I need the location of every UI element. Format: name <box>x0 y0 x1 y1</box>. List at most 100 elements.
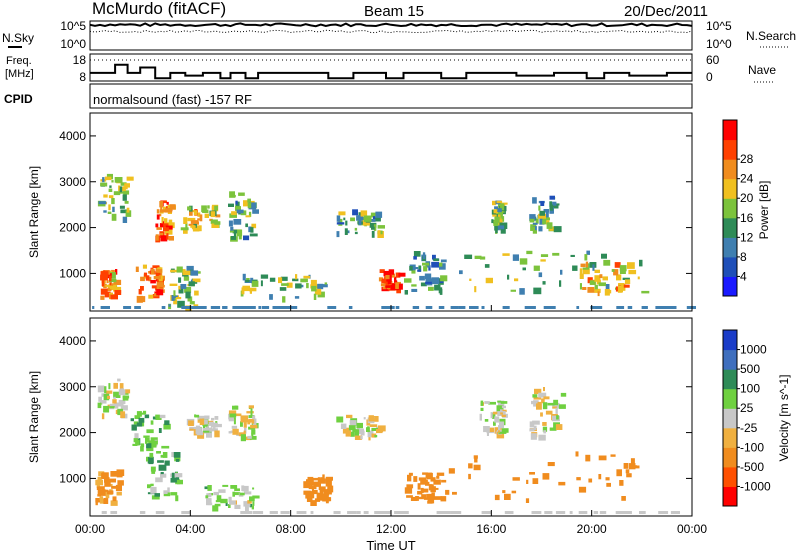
range-gate-cell <box>385 275 390 280</box>
range-gate-cell <box>163 490 168 494</box>
range-gate-cell <box>106 173 113 180</box>
range-gate-cell <box>575 451 579 457</box>
power-colorbar: 4 8 12 16 20 24 28 <box>722 119 754 297</box>
colorbar-tick-label: 16 <box>740 211 754 225</box>
range-gate-cell <box>107 395 110 399</box>
range-gate-cell <box>228 410 237 415</box>
range-gate-cell <box>156 269 163 273</box>
range-gate-cell <box>413 251 421 257</box>
range-gate-cell <box>418 496 424 500</box>
range-gate-cell <box>269 294 273 300</box>
range-gate-cell <box>144 414 150 419</box>
range-gate-cell <box>228 203 234 207</box>
range-gate-cell <box>251 429 256 435</box>
range-gate-cell <box>157 460 164 463</box>
range-gate-cell <box>616 469 622 477</box>
range-gate-cell <box>156 289 164 296</box>
near-range-cell <box>395 306 400 309</box>
range-gate-cell <box>230 226 234 231</box>
range-gate-cell <box>222 484 229 487</box>
frequency-label-line2: [MHz] <box>5 68 34 80</box>
range-gate-cell <box>140 276 145 282</box>
range-gate-cell <box>113 382 118 389</box>
range-gate-cell <box>238 192 245 196</box>
range-gate-cell <box>626 473 632 478</box>
range-gate-cell <box>468 473 471 480</box>
range-gate-cell <box>243 235 250 241</box>
range-gate-cell <box>469 278 472 281</box>
range-gate-cell <box>165 225 173 230</box>
near-range-cell <box>672 306 677 309</box>
range-gate-cell <box>101 489 106 492</box>
range-gate-cell <box>494 416 500 423</box>
near-range-cell <box>677 511 680 514</box>
range-gate-cell <box>130 418 134 422</box>
range-gate-cell <box>146 429 154 434</box>
range-gate-cell <box>479 256 486 260</box>
x-axis-ticks: 00:00 04:00 08:00 12:00 16:00 20:00 00:00 <box>75 305 707 536</box>
range-gate-cell <box>325 480 332 487</box>
range-gate-cell <box>243 430 246 435</box>
range-gate-cell <box>378 277 384 282</box>
near-range-cell <box>235 306 243 309</box>
range-gate-cell <box>183 276 190 281</box>
range-gate-cell <box>140 286 144 291</box>
range-gate-cell <box>239 492 245 496</box>
range-gate-cell <box>526 250 533 255</box>
near-range-cell <box>391 306 395 309</box>
range-gate-cell <box>363 215 372 222</box>
range-gate-cell <box>349 420 357 426</box>
range-gate-cell <box>498 202 501 208</box>
range-gate-cell <box>167 487 170 494</box>
range-gate-cell <box>105 390 113 394</box>
range-gate-cell <box>541 398 545 404</box>
range-gate-cell <box>122 395 129 401</box>
range-gate-cell <box>120 404 124 410</box>
range-gate-cell <box>496 405 504 412</box>
range-gate-cell <box>459 270 463 275</box>
range-gate-cell <box>143 272 148 277</box>
range-gate-cell <box>110 500 118 506</box>
range-gate-cell <box>354 231 358 235</box>
colorbar-segment <box>723 198 737 219</box>
range-gate-cell <box>202 425 206 431</box>
range-gate-cell <box>122 194 127 201</box>
near-range-cell <box>569 511 573 514</box>
range-gate-cell <box>185 222 188 229</box>
near-range-cell <box>242 306 252 309</box>
range-gate-cell <box>368 418 376 422</box>
range-gate-cell <box>215 500 222 503</box>
range-gate-cell <box>578 486 587 493</box>
range-gate-cell <box>243 501 251 507</box>
near-range-cell <box>579 511 588 514</box>
range-gate-cell <box>408 472 413 476</box>
frequency-tick-top: 18 <box>73 53 87 67</box>
range-gate-cell <box>498 421 504 429</box>
range-gate-cell <box>162 452 168 458</box>
range-gate-cell <box>452 491 457 495</box>
range-gate-cell <box>231 425 238 429</box>
near-range-cell <box>258 306 262 309</box>
range-gate-cell <box>532 394 538 398</box>
cpid-label: CPID <box>4 92 33 106</box>
range-gate-cell <box>534 388 542 395</box>
range-gate-cell <box>501 405 506 409</box>
range-gate-cell <box>113 391 121 398</box>
near-range-cell <box>593 511 599 514</box>
range-gate-cell <box>214 430 220 438</box>
range-gate-cell <box>553 226 562 233</box>
velocity-colorbar: -1000 -500 -100 -25 25 100 500 1000 <box>722 329 771 507</box>
colorbar-segment <box>723 447 737 468</box>
range-gate-cell <box>147 484 152 489</box>
range-gate-cell <box>186 265 194 271</box>
range-gate-cell <box>369 219 376 222</box>
range-gate-cell <box>579 283 582 290</box>
colorbar-frame <box>722 119 738 297</box>
near-range-cell <box>161 306 166 309</box>
range-gate-cell <box>124 183 130 188</box>
range-gate-cell <box>170 492 178 496</box>
range-gate-cell <box>148 294 154 299</box>
near-range-cell <box>456 511 462 514</box>
range-gate-cell <box>209 427 213 432</box>
colorbar-segment <box>723 349 737 370</box>
